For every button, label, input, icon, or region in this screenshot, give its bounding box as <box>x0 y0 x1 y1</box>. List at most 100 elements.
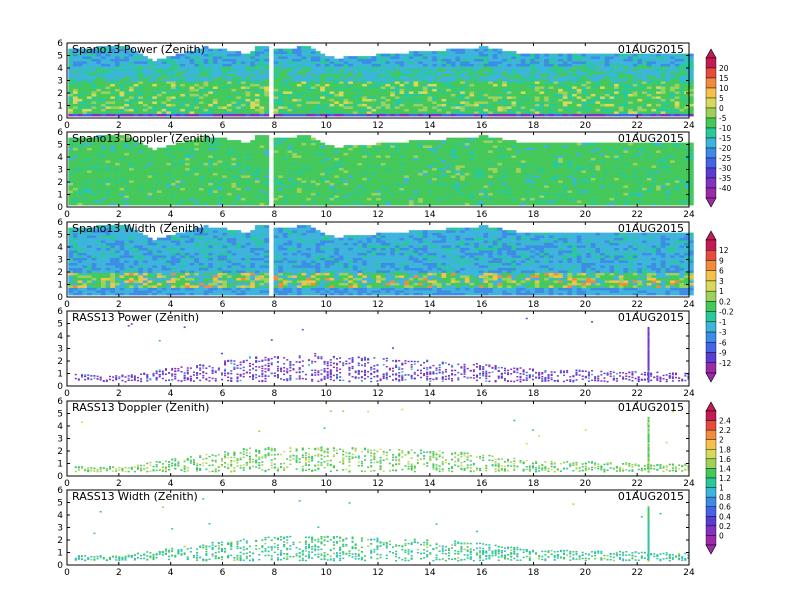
heat-cell <box>152 73 158 77</box>
heat-cell <box>282 83 288 87</box>
heat-cell <box>334 61 340 64</box>
heat-cell <box>152 96 158 99</box>
heat-cell <box>254 170 260 173</box>
heat-cell <box>142 96 148 99</box>
heat-cell <box>306 165 312 168</box>
heat-cell <box>553 53 559 57</box>
heat-cell <box>156 157 162 161</box>
heat-cell <box>352 63 358 67</box>
heat-cell <box>170 98 176 102</box>
heat-cell <box>226 106 232 109</box>
heat-cell <box>77 170 83 173</box>
heat-cell <box>310 78 316 82</box>
heat-cell <box>82 202 88 206</box>
heat-cell <box>240 58 246 62</box>
heat-cell <box>506 86 512 89</box>
heat-cell <box>194 137 200 141</box>
heat-cell <box>282 182 288 186</box>
heat-cell <box>222 152 228 156</box>
heat-cell <box>105 150 111 153</box>
heat-cell <box>338 103 344 107</box>
heat-cell <box>128 103 134 107</box>
heat-cell <box>68 197 74 201</box>
heat-cell <box>156 175 162 178</box>
heat-cell <box>474 66 480 69</box>
heat-cell <box>436 68 442 72</box>
heat-cell <box>138 78 144 82</box>
heat-cell <box>138 157 144 161</box>
heat-cell <box>105 56 111 59</box>
heat-cell <box>161 180 167 183</box>
heat-cell <box>548 63 554 67</box>
heat-cell <box>245 165 251 168</box>
heat-cell <box>138 197 144 201</box>
heat-cell <box>189 58 195 62</box>
heat-cell <box>91 162 97 166</box>
heat-cell <box>511 51 517 54</box>
heat-cell <box>418 86 424 89</box>
heat-cell <box>194 180 200 183</box>
heat-cell <box>236 165 242 168</box>
heat-cell <box>665 93 671 97</box>
heat-cell <box>670 111 676 114</box>
heat-cell <box>166 182 172 186</box>
heat-cell <box>152 197 158 201</box>
heat-cell <box>296 108 302 112</box>
heat-cell <box>460 103 466 107</box>
heat-cell <box>315 101 321 104</box>
heat-cell <box>614 83 620 87</box>
heat-cell <box>222 155 228 158</box>
heat-cell <box>91 73 97 77</box>
heat-cell <box>315 91 321 94</box>
heat-cell <box>329 200 335 203</box>
heat-cell <box>553 113 559 117</box>
heat-cell <box>688 56 694 59</box>
heat-cell <box>292 78 298 82</box>
heat-cell <box>371 108 377 112</box>
heat-cell <box>516 106 522 109</box>
heat-cell <box>222 83 228 87</box>
heat-cell <box>203 200 209 203</box>
heat-cell <box>483 56 489 59</box>
heat-cell <box>296 91 302 94</box>
heat-cell <box>114 177 120 181</box>
heat-cell <box>315 86 321 89</box>
heat-cell <box>586 76 592 79</box>
heat-cell <box>371 98 377 102</box>
heat-cell <box>301 175 307 178</box>
heat-cell <box>478 96 484 99</box>
heat-cell <box>282 172 288 176</box>
heat-cell <box>310 145 316 148</box>
heat-cell <box>105 172 111 176</box>
heat-cell <box>72 63 78 67</box>
heat-cell <box>320 195 326 198</box>
heat-cell <box>217 142 223 146</box>
heat-cell <box>464 56 470 59</box>
heat-cell <box>198 150 204 153</box>
heat-cell <box>273 101 279 104</box>
heat-cell <box>455 111 461 114</box>
heat-cell <box>595 58 601 62</box>
heat-cell <box>77 187 83 191</box>
heat-cell <box>628 103 634 107</box>
heat-cell <box>273 147 279 151</box>
heat-cell <box>590 63 596 67</box>
heat-cell <box>264 96 270 99</box>
heat-cell <box>469 86 475 89</box>
heat-cell <box>380 101 386 104</box>
heat-cell <box>156 185 162 188</box>
heat-cell <box>170 76 176 79</box>
heat-cell <box>474 68 480 72</box>
heat-cell <box>138 106 144 109</box>
heat-cell <box>296 170 302 173</box>
heat-cell <box>82 152 88 156</box>
heat-cell <box>441 63 447 67</box>
heat-cell <box>394 101 400 104</box>
heat-cell <box>404 81 410 84</box>
heat-cell <box>77 137 83 141</box>
heat-cell <box>198 152 204 156</box>
heat-cell <box>362 63 368 67</box>
heat-cell <box>315 172 321 176</box>
heat-cell <box>436 106 442 109</box>
heat-cell <box>329 190 335 193</box>
